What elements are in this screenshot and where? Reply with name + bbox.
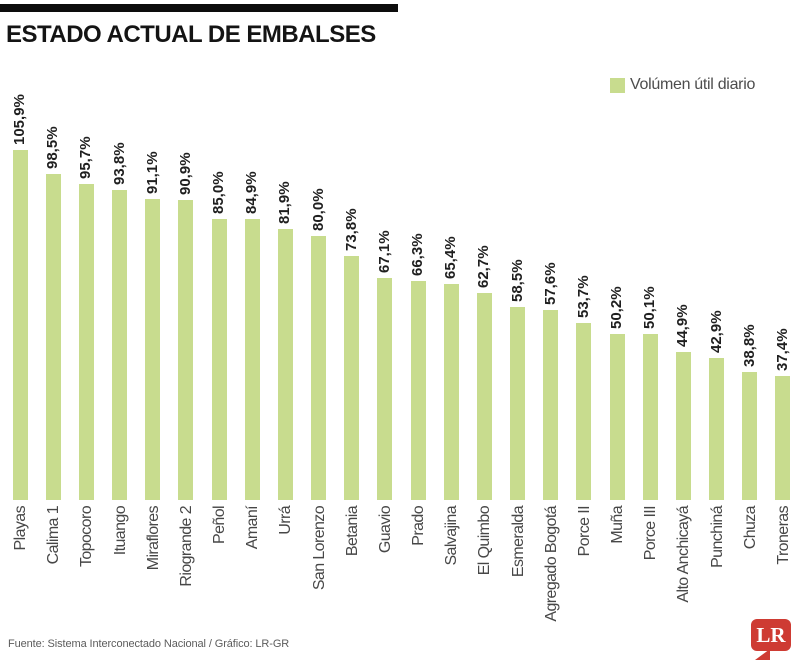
- bar: [244, 219, 260, 500]
- legend: Volúmen útil diario: [610, 76, 755, 94]
- bar-value-label: 37,4%: [773, 328, 791, 372]
- source-note: Fuente: Sistema Interconectado Nacional …: [8, 638, 290, 650]
- bar-value-label: 98,5%: [44, 126, 62, 170]
- bar: [12, 150, 28, 500]
- category-label: Playas: [12, 506, 29, 551]
- bar: [112, 189, 127, 500]
- category-label: Agregado Bogotá: [542, 506, 560, 622]
- category-label: Riogrande 2: [177, 506, 195, 587]
- bar-value-label: 57,6%: [541, 262, 559, 305]
- bar-value-label: 65,4%: [442, 236, 460, 279]
- bar-value-label: 50,2%: [608, 286, 626, 330]
- bar-value-label: 73,8%: [342, 208, 360, 252]
- bar-value-label: 84,9%: [243, 171, 261, 215]
- title-rule: [0, 4, 398, 12]
- category-label: Salvajina: [443, 506, 461, 566]
- legend-swatch: [610, 77, 625, 93]
- category-label: Prado: [410, 506, 428, 546]
- bar: [145, 198, 161, 500]
- bar: [576, 322, 592, 500]
- bar: [775, 376, 791, 500]
- bar-value-label: 85,0%: [210, 171, 228, 215]
- bar-value-label: 58,5%: [508, 259, 526, 302]
- legend-label: Volúmen útil diario: [630, 76, 756, 93]
- category-label: Punchiná: [708, 506, 726, 568]
- bar: [211, 219, 227, 500]
- category-label: Peñol: [211, 506, 229, 544]
- bar: [476, 292, 492, 500]
- bar-value-label: 80,0%: [309, 188, 327, 231]
- bar: [742, 371, 758, 500]
- category-label: Urrá: [277, 506, 295, 535]
- bar: [510, 306, 526, 500]
- category-label: Alto Anchicayá: [675, 506, 693, 603]
- bar-value-label: 66,3%: [409, 233, 427, 276]
- bar: [543, 309, 559, 500]
- category-label: Calima 1: [45, 506, 63, 565]
- lr-logo: LR: [751, 619, 791, 660]
- bar: [675, 351, 691, 500]
- category-label: Ituango: [111, 506, 129, 556]
- bar: [709, 358, 725, 500]
- bar: [410, 280, 426, 500]
- category-label: San Lorenzo: [310, 506, 328, 591]
- bar-value-label: 91,1%: [143, 151, 161, 194]
- bar-value-label: 95,7%: [77, 136, 95, 179]
- category-label: Miraflores: [144, 506, 162, 571]
- bar-value-label: 81,9%: [276, 181, 294, 225]
- category-label: Topocoro: [78, 506, 96, 568]
- bar: [443, 283, 459, 500]
- category-label: Guavio: [376, 506, 394, 554]
- bar-value-label: 62,7%: [475, 245, 493, 288]
- bar: [344, 256, 360, 500]
- bar-value-label: 67,1%: [375, 230, 393, 274]
- lr-logo-text: LR: [756, 622, 786, 647]
- bar-value-label: 90,9%: [176, 152, 194, 195]
- category-label: Porce II: [575, 506, 593, 557]
- bar-value-label: 38,8%: [740, 324, 758, 367]
- category-label: Muña: [609, 506, 627, 544]
- bar-value-label: 50,1%: [641, 286, 659, 330]
- category-label: Porce III: [642, 506, 660, 561]
- bar: [311, 235, 327, 500]
- bar: [377, 278, 393, 500]
- bar: [178, 199, 194, 500]
- bar: [78, 183, 94, 500]
- bar-value-label: 42,9%: [707, 310, 725, 354]
- lr-logo-tail-icon: [755, 649, 770, 660]
- page-title: ESTADO ACTUAL DE EMBALSES: [6, 21, 376, 48]
- category-label: Esmeralda: [509, 506, 527, 578]
- category-label: Betania: [343, 506, 361, 557]
- bar: [609, 334, 625, 500]
- bar-value-label: 53,7%: [574, 274, 592, 318]
- bar: [642, 334, 658, 500]
- bar-value-label: 105,9%: [11, 94, 28, 145]
- bar: [45, 174, 61, 500]
- bar-value-label: 93,8%: [110, 142, 128, 185]
- bar: [277, 229, 293, 500]
- bar-value-label: 44,9%: [674, 304, 692, 347]
- category-label: Amaní: [244, 506, 262, 550]
- category-label: El Quimbo: [476, 506, 494, 576]
